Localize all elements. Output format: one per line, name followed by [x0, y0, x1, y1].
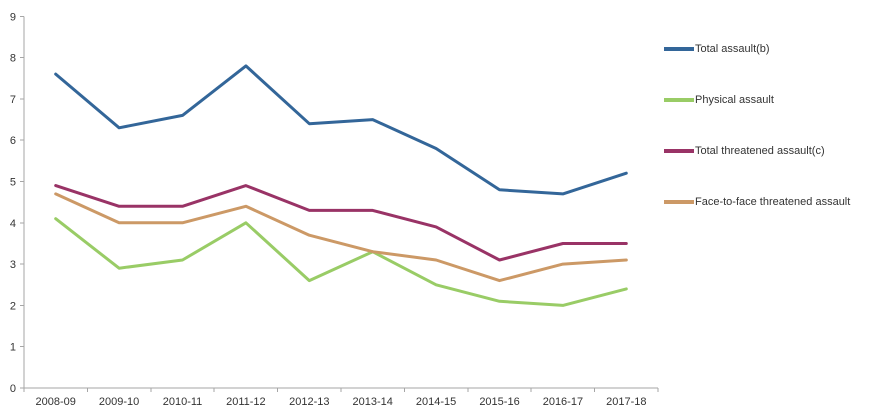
- series-line-face-to-face-threatened-assault: [54, 192, 628, 283]
- x-tick-label: 2012-13: [289, 396, 329, 408]
- legend-label-physical-assault: Physical assault: [695, 94, 774, 106]
- series-line-physical-assault: [54, 217, 628, 307]
- x-tick-label: 2014-15: [416, 396, 456, 408]
- x-tick-label: 2017-18: [606, 396, 646, 408]
- x-tick-label: 2009-10: [99, 396, 139, 408]
- legend-label-total-assault: Total assault(b): [695, 43, 770, 55]
- y-tick-label: 3: [10, 259, 16, 271]
- legend-swatch-face-to-face-threatened-assault: [664, 200, 694, 204]
- x-tick-label: 2011-12: [226, 396, 266, 408]
- x-tick-label: 2015-16: [479, 396, 519, 408]
- y-tick-label: 0: [10, 383, 16, 395]
- y-tick-label: 6: [10, 135, 16, 147]
- legend-swatch-physical-assault: [664, 98, 694, 102]
- y-tick-label: 9: [10, 11, 16, 23]
- legend-item-total-assault: Total assault(b): [664, 42, 850, 56]
- y-tick-label: 7: [10, 94, 16, 106]
- y-tick-label: 8: [10, 53, 16, 65]
- legend-swatch-total-threatened-assault: [664, 149, 694, 153]
- x-tick-label: 2008-09: [36, 396, 76, 408]
- y-tick-label: 5: [10, 177, 16, 189]
- legend-swatch-total-assault: [664, 47, 694, 51]
- legend: Total assault(b) Physical assault Total …: [664, 42, 850, 209]
- y-tick-label: 1: [10, 342, 16, 354]
- series-line-total-threatened-assault-c: [54, 184, 628, 262]
- y-tick-label: 4: [10, 218, 16, 230]
- legend-label-face-to-face-threatened-assault: Face-to-face threatened assault: [695, 196, 851, 208]
- legend-item-face-to-face-threatened-assault: Face-to-face threatened assault: [664, 195, 850, 209]
- legend-item-physical-assault: Physical assault: [664, 93, 850, 107]
- legend-label-total-threatened-assault: Total threatened assault(c): [695, 145, 825, 157]
- x-tick-label: 2010-11: [163, 396, 203, 408]
- series-line-total-assault-b: [54, 64, 628, 196]
- x-tick-label: 2016-17: [543, 396, 583, 408]
- x-tick-label: 2013-14: [353, 396, 393, 408]
- legend-item-total-threatened-assault: Total threatened assault(c): [664, 144, 850, 158]
- y-tick-label: 2: [10, 300, 16, 312]
